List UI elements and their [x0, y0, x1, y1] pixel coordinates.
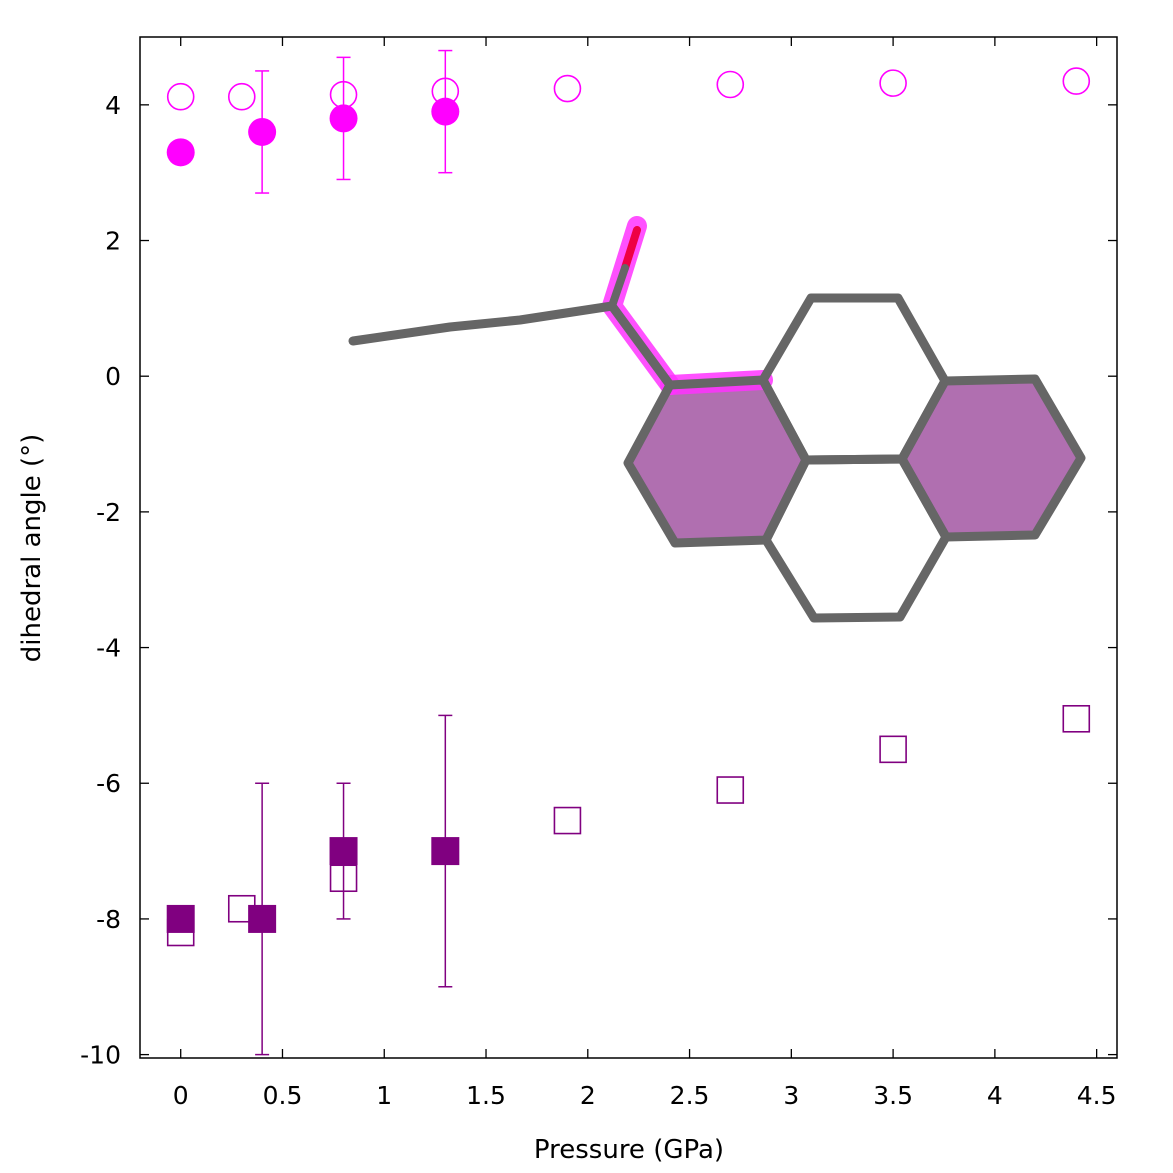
- x-tick-label-5: 2.5: [670, 1081, 710, 1110]
- alkyl-chain: [348, 301, 675, 390]
- data-point: [329, 837, 358, 866]
- data-point: [1062, 704, 1091, 733]
- data-point: [248, 117, 277, 146]
- y-tick-label-6: 2: [105, 227, 121, 256]
- series-circle-filled: [166, 49, 460, 194]
- data-point: [248, 904, 277, 933]
- data-point: [431, 837, 460, 866]
- x-tick-label-9: 4.5: [1077, 1081, 1117, 1110]
- highlight-chain: [602, 216, 680, 395]
- axes: 0 0.5 1 1.5 2 2.5 3 3.5 4 4.5 -10 -8 -6 -4 -2 0 2 4: [80, 36, 1118, 1110]
- ring-bonds-top: [758, 293, 950, 465]
- x-axis-label: Pressure (GPa): [534, 1135, 724, 1165]
- x-tick-label-7: 3.5: [873, 1081, 913, 1110]
- y-axis-label: dihedral angle (°): [17, 434, 47, 663]
- x-tick-label-1: 0.5: [263, 1081, 303, 1110]
- data-point: [879, 735, 907, 764]
- data-marks: [166, 49, 1091, 1056]
- series-square-filled: [166, 714, 460, 1056]
- data-point: [166, 82, 195, 111]
- series-circle-open: [166, 67, 1091, 111]
- data-point: [716, 70, 745, 99]
- x-tick-label-2: 1: [376, 1081, 392, 1110]
- data-point: [329, 104, 358, 133]
- y-tick-label-2: -6: [96, 769, 121, 798]
- x-tick-label-3: 1.5: [466, 1081, 506, 1110]
- data-point: [553, 806, 582, 835]
- x-tick-label-0: 0: [173, 1081, 189, 1110]
- data-point: [553, 74, 582, 103]
- y-tick-label-0: -10: [80, 1041, 121, 1070]
- carbonyl-bond: [608, 264, 629, 310]
- data-point: [1062, 67, 1091, 95]
- oxygen-bond: [621, 226, 641, 272]
- x-tick-label-6: 3: [783, 1081, 799, 1110]
- aromatic-ring-left: [628, 380, 806, 543]
- x-tick-label-4: 2: [580, 1081, 596, 1110]
- molecule-inset: [348, 216, 1086, 623]
- y-tick-label-7: 4: [105, 91, 121, 120]
- aromatic-ring-right: [902, 379, 1081, 537]
- data-point: [166, 138, 195, 167]
- x-tick-label-8: 4: [987, 1081, 1003, 1110]
- y-tick-label-4: -2: [96, 498, 121, 527]
- data-point: [716, 776, 745, 804]
- series-square-open: [166, 704, 1091, 947]
- data-point: [227, 82, 256, 111]
- y-tick-label-1: -8: [96, 905, 121, 934]
- plot-frame: [139, 36, 1118, 1059]
- data-point: [879, 69, 907, 97]
- data-point: [431, 97, 460, 126]
- ring-bonds-bottom: [761, 454, 951, 623]
- y-tick-label-3: -4: [96, 634, 121, 663]
- y-tick-label-5: 0: [105, 362, 121, 391]
- data-point: [166, 904, 195, 933]
